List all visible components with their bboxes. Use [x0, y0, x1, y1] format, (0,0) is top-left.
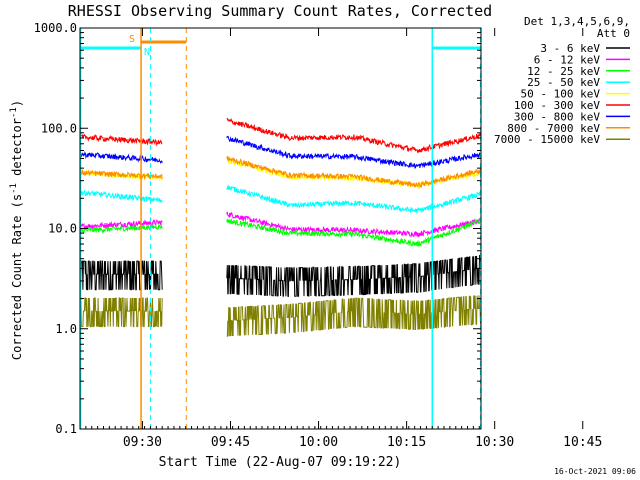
legend-entry-label: 12 - 25 keV: [527, 65, 600, 78]
night-flag-label: N: [144, 47, 150, 58]
series-line-6-seg-0: [80, 151, 163, 165]
x-tick-label: 10:30: [475, 435, 514, 450]
series-line-7-seg-0: [80, 169, 163, 181]
x-tick-label: 10:00: [299, 435, 338, 450]
y-axis-label: Corrected Count Rate (s-1 detector-1): [9, 100, 24, 360]
series-line-3-seg-1: [226, 185, 481, 214]
y-tick-label: 0.1: [55, 422, 77, 436]
series-line-6-seg-1: [226, 135, 481, 169]
flags-layer: SN: [79, 28, 481, 429]
series-line-0-seg-0: [80, 260, 163, 291]
series-line-5-seg-0: [80, 133, 163, 147]
y-axis: 0.1 1.0 10.0 100.0 1000.0: [34, 21, 481, 436]
series-line-5-seg-1: [226, 117, 481, 154]
x-tick-label: 10:15: [387, 435, 426, 450]
legend-entry-label: 3 - 6 keV: [540, 42, 600, 55]
series-line-0-seg-1: [226, 254, 481, 298]
x-tick-label: 10:45: [563, 435, 602, 450]
series-line-2-seg-0: [80, 223, 163, 235]
x-axis-label: Start Time (22-Aug-07 09:19:22): [159, 455, 402, 470]
legend-entry-label: 800 - 7000 keV: [507, 122, 600, 135]
legend-entry-label: 100 - 300 keV: [514, 99, 600, 112]
legend-entry-label: 7000 - 15000 keV: [494, 133, 600, 146]
legend-entry-label: 25 - 50 keV: [527, 76, 600, 89]
timestamp: 16-Oct-2021 09:06: [554, 467, 636, 476]
x-tick-label: 09:30: [123, 435, 162, 450]
y-tick-label: 100.0: [41, 121, 77, 135]
series-line-2-seg-1: [226, 217, 481, 248]
y-tick-label: 10.0: [48, 222, 77, 236]
series-line-7-seg-1: [226, 156, 481, 189]
x-tick-label: 09:45: [211, 435, 250, 450]
series-layer: [80, 117, 481, 337]
legend-entry-label: 50 - 100 keV: [521, 88, 601, 101]
y-tick-label: 1000.0: [34, 21, 77, 35]
x-axis: 09:30 09:45 10:00 10:15 10:30 10:45: [79, 28, 602, 450]
legend-header-line-1: Det 1,3,4,5,6,9,: [524, 15, 630, 28]
series-line-1-seg-0: [80, 219, 163, 231]
series-line-8-seg-1: [226, 295, 481, 337]
series-line-8-seg-0: [80, 297, 163, 328]
chart-title: RHESSI Observing Summary Count Rates, Co…: [68, 2, 492, 20]
series-line-3-seg-0: [80, 190, 163, 203]
y-tick-label: 1.0: [55, 322, 77, 336]
saa-flag-label: S: [129, 34, 135, 45]
legend-entry-label: 6 - 12 keV: [534, 53, 601, 66]
series-line-1-seg-1: [226, 211, 481, 238]
legend-header-line-2: Att 0: [597, 27, 630, 40]
legend-entry-label: 300 - 800 keV: [514, 110, 600, 123]
